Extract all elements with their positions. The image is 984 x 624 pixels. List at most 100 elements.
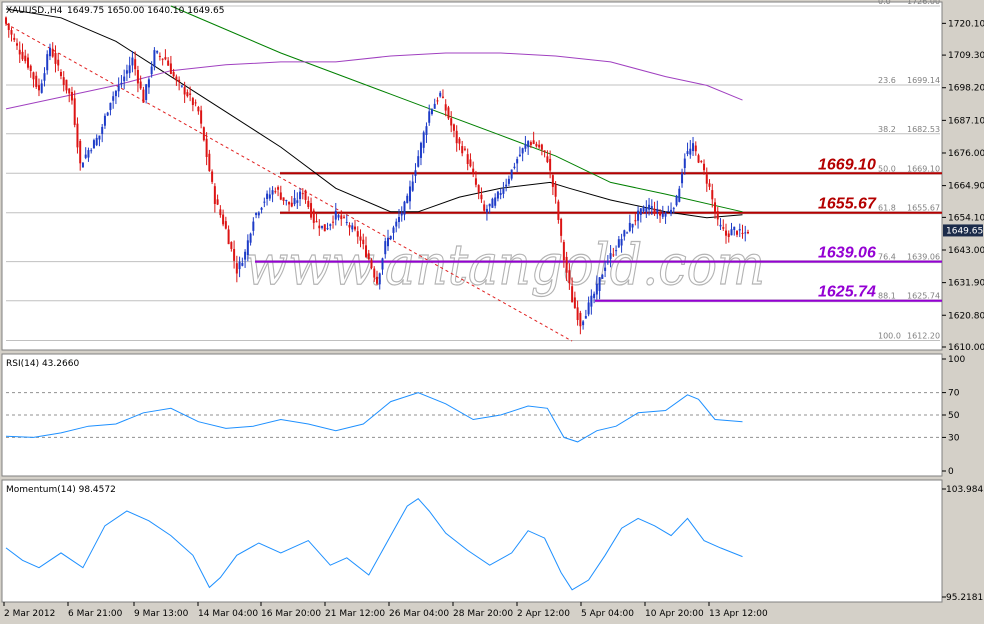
candle-body <box>252 221 255 231</box>
candle-body <box>323 224 326 232</box>
candle-body <box>573 297 576 309</box>
candle-body <box>510 169 513 179</box>
candle-body <box>167 60 170 66</box>
candle-body <box>46 54 49 71</box>
candle-body <box>675 195 678 206</box>
candle-body <box>645 207 648 212</box>
candle-body <box>590 295 593 307</box>
trendline <box>5 23 573 342</box>
candle-body <box>441 96 444 98</box>
candle-body <box>483 204 486 211</box>
candle-body <box>430 109 433 115</box>
candle-body <box>202 127 205 141</box>
time-tick-label: 9 Mar 13:00 <box>134 609 189 619</box>
candle-body <box>73 98 76 125</box>
candle-body <box>502 188 505 194</box>
fib-ratio-label: 100.0 <box>878 332 901 341</box>
moving-average-line <box>5 8 743 219</box>
candle-body <box>551 175 554 187</box>
candle-body <box>101 126 104 134</box>
candle-body <box>639 208 642 215</box>
candle-body <box>403 201 406 215</box>
candle-body <box>648 204 651 210</box>
candle-body <box>683 158 686 169</box>
time-tick-label: 21 Mar 12:00 <box>325 609 385 619</box>
candle-body <box>499 193 502 195</box>
candle-body <box>656 208 659 213</box>
candle-body <box>197 107 200 112</box>
candle-body <box>318 225 321 229</box>
candle-body <box>494 197 497 206</box>
level-label: 1669.10 <box>818 156 876 173</box>
candle-body <box>568 270 571 284</box>
fib-price-label: 1625.74 <box>907 292 940 301</box>
candle-body <box>359 236 362 241</box>
candle-body <box>474 178 477 185</box>
candle-body <box>106 112 109 116</box>
candle-body <box>705 174 708 184</box>
price-tick-label: 1631.90 <box>948 279 984 289</box>
candle-body <box>480 194 483 200</box>
candle-body <box>233 248 236 261</box>
main-plot-area[interactable] <box>1 1 943 351</box>
candle-body <box>227 229 230 245</box>
candle-body <box>708 183 711 187</box>
candle-body <box>747 231 749 234</box>
candle-body <box>373 268 376 278</box>
candle-body <box>156 51 159 53</box>
time-axis: 2 Mar 2012 6 Mar 21:00 9 Mar 13:00 14 Mar 0… <box>3 602 768 619</box>
candle-body <box>485 208 488 213</box>
candle-body <box>694 145 697 152</box>
candle-body <box>136 69 139 84</box>
candle-body <box>472 168 475 174</box>
price-tick-label: 1610.00 <box>948 343 984 353</box>
time-tick-label: 13 Apr 12:00 <box>709 609 768 619</box>
time-tick-label: 5 Apr 04:00 <box>581 609 634 619</box>
candle-body <box>439 92 442 97</box>
candle-body <box>576 307 579 321</box>
level-label: 1639.06 <box>818 245 876 262</box>
candle-body <box>505 184 508 187</box>
candle-body <box>488 203 491 207</box>
candle-body <box>5 17 7 24</box>
candle-body <box>334 210 337 220</box>
candle-body <box>24 55 27 62</box>
time-tick-label: 14 Mar 04:00 <box>198 609 258 619</box>
fib-price-label: 1682.53 <box>907 125 940 134</box>
candle-body <box>450 118 453 126</box>
candle-body <box>288 201 291 205</box>
time-tick-label: 26 Mar 04:00 <box>389 609 449 619</box>
candle-body <box>32 72 35 80</box>
candle-body <box>92 140 95 149</box>
candle-body <box>150 66 153 75</box>
candle-body <box>90 150 93 152</box>
candle-body <box>422 132 425 148</box>
candle-body <box>68 88 71 94</box>
fib-ratio-label: 50.0 <box>878 164 896 173</box>
candle-body <box>21 51 24 60</box>
momentum-tick-label: 103.9843 <box>946 485 984 495</box>
candle-body <box>249 233 252 243</box>
candle-body <box>285 199 288 202</box>
candle-body <box>417 156 420 167</box>
candle-body <box>689 148 692 155</box>
candle-body <box>98 135 101 140</box>
fib-price-label: 1669.10 <box>907 164 940 173</box>
candle-body <box>609 253 612 259</box>
candle-body <box>744 232 747 234</box>
candle-body <box>425 126 428 135</box>
candle-body <box>35 75 38 87</box>
time-tick-label: 2 Mar 2012 <box>4 609 55 619</box>
candle-body <box>299 191 302 200</box>
candle-body <box>538 144 541 148</box>
candle-body <box>307 200 310 207</box>
price-tick-label: 1664.90 <box>948 182 984 192</box>
candle-body <box>183 86 186 95</box>
momentum-plot-area[interactable] <box>1 479 943 603</box>
candle-body <box>395 221 398 227</box>
candle-body <box>518 154 521 157</box>
candle-body <box>650 206 653 209</box>
candle-body <box>736 231 739 235</box>
candle-body <box>142 89 145 103</box>
